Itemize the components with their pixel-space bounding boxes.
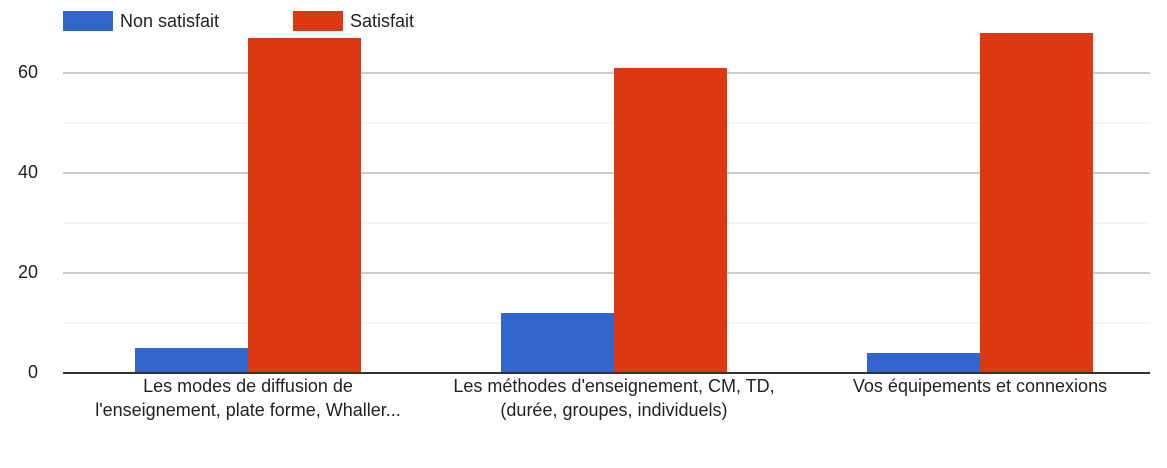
x-tick-label: Vos équipements et connexions	[852, 376, 1108, 396]
y-tick-label: 0	[28, 362, 38, 382]
y-tick-label: 20	[18, 262, 38, 282]
bar	[867, 353, 980, 373]
x-tick-label: Les méthodes d'enseignement, CM, TD, (du…	[453, 376, 775, 420]
legend-swatch	[63, 11, 113, 31]
y-tick-label: 60	[18, 62, 38, 82]
bar	[980, 33, 1093, 373]
bar	[248, 38, 361, 373]
bar	[135, 348, 248, 373]
y-tick-label: 40	[18, 162, 38, 182]
bar	[614, 68, 727, 373]
legend-swatch	[293, 11, 343, 31]
legend-label: Satisfait	[350, 11, 414, 31]
bar	[501, 313, 614, 373]
legend-label: Non satisfait	[120, 11, 219, 31]
x-tick-label: Les modes de diffusion de l'enseignement…	[95, 376, 401, 420]
